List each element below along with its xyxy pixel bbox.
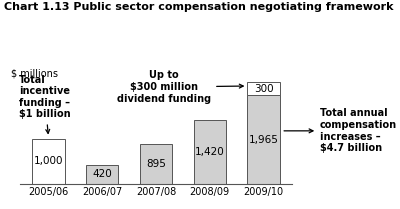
Text: 1,420: 1,420 [195,147,225,157]
Text: Up to
$300 million
dividend funding: Up to $300 million dividend funding [117,70,243,104]
Text: 895: 895 [146,159,166,169]
Text: 1,000: 1,000 [34,156,63,166]
Bar [194,120,226,184]
Bar [86,165,118,184]
Bar [247,96,280,184]
Text: Chart 1.13 Public sector compensation negotiating framework: Chart 1.13 Public sector compensation ne… [4,2,394,12]
Text: 300: 300 [254,84,273,94]
Text: 420: 420 [92,169,112,180]
Bar [247,82,280,96]
Bar [140,144,172,184]
Text: 1,965: 1,965 [248,135,278,145]
Text: $ millions: $ millions [11,69,58,79]
Bar [32,139,65,184]
Text: Total annual
compensation
increases –
$4.7 billion: Total annual compensation increases – $4… [284,108,397,153]
Text: Total
incentive
funding –
$1 billion: Total incentive funding – $1 billion [19,75,70,133]
